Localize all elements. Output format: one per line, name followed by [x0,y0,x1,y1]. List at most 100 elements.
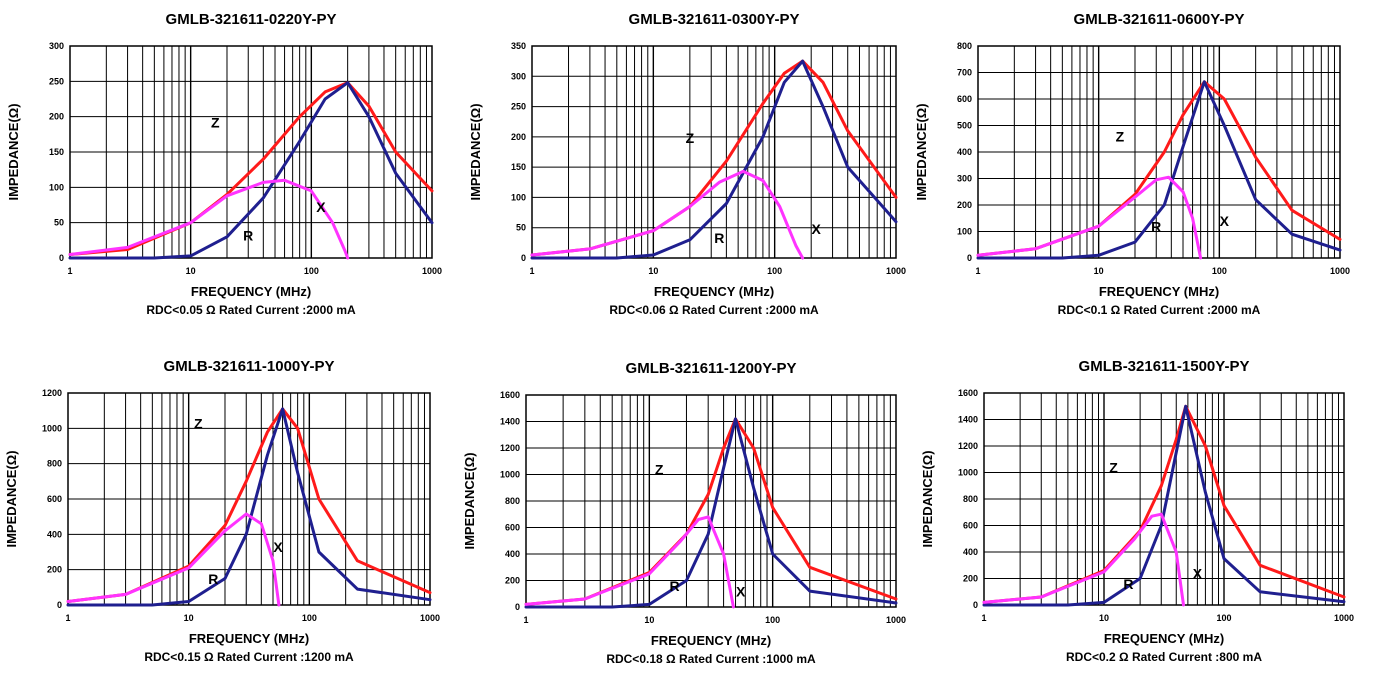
chart-title: GMLB-321611-0600Y-PY [1074,11,1245,28]
y-tick-label: 100 [511,192,526,202]
chart-title: GMLB-321611-1000Y-PY [164,358,335,375]
gridlines [526,395,896,607]
series-r-line [982,404,1346,607]
series-x-line [66,512,281,607]
curve-label-r: R [669,578,679,594]
gridlines [984,393,1344,605]
curve-label-x: X [273,539,283,555]
y-tick-label: 1600 [958,388,978,398]
y-tick-label: 400 [957,147,972,157]
y-tick-label: 600 [963,521,978,531]
y-tick-label: 600 [957,94,972,104]
x-tick-label: 10 [1099,613,1109,623]
impedance-chart-3: GMLB-321611-0600Y-PY 0 100 200 300 400 500 600 7… [914,11,1350,317]
curve-label-z: Z [655,462,664,478]
y-tick-label: 1000 [42,423,62,433]
gridlines [70,46,432,258]
y-tick-label: 0 [515,602,520,612]
x-tick-label: 1000 [422,266,442,276]
x-tick-label: 10 [1094,266,1104,276]
y-tick-label: 200 [505,576,520,586]
chart-title: GMLB-321611-0300Y-PY [629,11,800,28]
chart-title: GMLB-321611-1200Y-PY [626,360,797,377]
x-tick-label: 10 [186,266,196,276]
curve-label-r: R [714,230,724,246]
y-tick-label: 250 [511,102,526,112]
y-axis-label: IMPEDANCE(Ω) [4,450,19,547]
x-tick-label: 1 [67,266,72,276]
x-tick-label: 1000 [420,613,440,623]
curve-label-z: Z [1109,460,1118,476]
y-tick-label: 400 [963,547,978,557]
y-tick-label: 350 [511,41,526,51]
x-tick-label: 1 [981,613,986,623]
y-axis-label: IMPEDANCE(Ω) [914,103,929,200]
y-tick-label: 50 [54,218,64,228]
gridlines [978,46,1340,258]
y-tick-label: 0 [57,600,62,610]
x-tick-label: 1000 [1334,613,1354,623]
spec-text: RDC<0.06 Ω Rated Current :2000 mA [609,303,819,317]
x-tick-label: 10 [648,266,658,276]
x-tick-label: 100 [765,615,780,625]
series-r-line [68,81,434,260]
curve-label-x: X [316,199,326,215]
y-tick-label: 150 [511,162,526,172]
y-tick-label: 1400 [958,415,978,425]
x-tick-label: 10 [644,615,654,625]
series-x-line [976,175,1203,260]
x-tick-label: 100 [302,613,317,623]
y-axis-label: IMPEDANCE(Ω) [468,103,483,200]
y-tick-label: 50 [516,223,526,233]
y-tick-label: 1000 [958,468,978,478]
series-r-line [976,80,1342,260]
x-tick-label: 1 [975,266,980,276]
curve-label-x: X [1220,213,1230,229]
y-tick-label: 0 [521,253,526,263]
y-tick-label: 300 [49,41,64,51]
x-tick-label: 100 [304,266,319,276]
series-x-line [530,169,805,260]
x-axis-label: FREQUENCY (MHz) [1104,631,1224,646]
x-tick-label: 100 [1212,266,1227,276]
y-axis-label: IMPEDANCE(Ω) [462,452,477,549]
curve-label-r: R [243,227,253,243]
x-tick-label: 1 [523,615,528,625]
y-tick-label: 800 [505,496,520,506]
curve-label-z: Z [1116,128,1125,144]
spec-text: RDC<0.05 Ω Rated Current :2000 mA [146,303,356,317]
x-tick-label: 1000 [886,266,906,276]
impedance-chart-5: GMLB-321611-1200Y-PY 0 200 400 600 800 1000 120… [462,360,906,666]
y-tick-label: 1000 [500,470,520,480]
x-tick-label: 100 [767,266,782,276]
x-tick-label: 1 [65,613,70,623]
x-axis-label: FREQUENCY (MHz) [189,631,309,646]
y-tick-label: 800 [963,494,978,504]
y-tick-label: 300 [511,71,526,81]
y-tick-label: 200 [511,132,526,142]
y-tick-label: 1200 [958,441,978,451]
x-axis-label: FREQUENCY (MHz) [651,633,771,648]
y-tick-label: 600 [505,523,520,533]
curve-label-x: X [736,583,746,599]
y-tick-label: 1600 [500,390,520,400]
y-tick-label: 1200 [42,388,62,398]
y-tick-label: 100 [957,227,972,237]
y-tick-label: 150 [49,147,64,157]
series-x-line [982,512,1185,607]
y-tick-label: 500 [957,121,972,131]
y-tick-label: 400 [505,549,520,559]
curve-label-r: R [208,571,218,587]
y-tick-label: 1400 [500,417,520,427]
y-tick-label: 700 [957,68,972,78]
y-tick-label: 400 [47,529,62,539]
plot-area [531,45,897,259]
gridlines [68,393,430,605]
curve-label-z: Z [211,114,220,130]
y-tick-label: 200 [963,574,978,584]
impedance-chart-1: GMLB-321611-0220Y-PY 0 50 100 150 200 250 300 1 1… [6,11,442,317]
y-tick-label: 1200 [500,443,520,453]
x-tick-label: 1000 [1330,266,1350,276]
curve-label-r: R [1123,576,1133,592]
x-axis-label: FREQUENCY (MHz) [1099,284,1219,299]
